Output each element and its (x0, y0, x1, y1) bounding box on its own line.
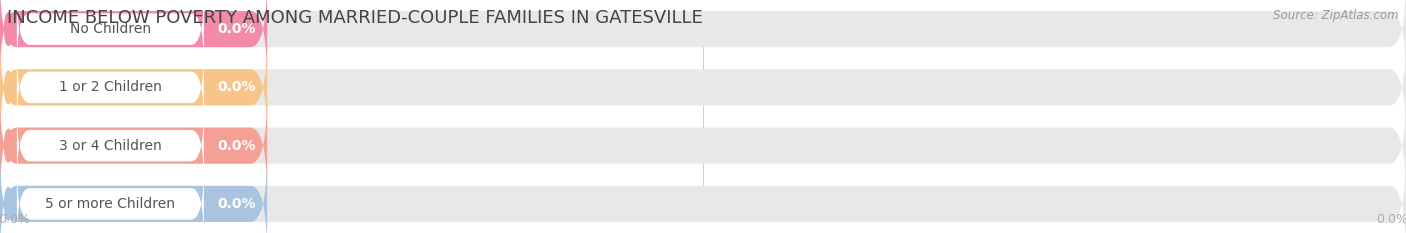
Circle shape (4, 188, 13, 220)
FancyBboxPatch shape (0, 152, 1406, 233)
Text: No Children: No Children (70, 22, 150, 36)
Circle shape (4, 71, 13, 104)
Text: 0.0%: 0.0% (218, 139, 256, 153)
Text: 3 or 4 Children: 3 or 4 Children (59, 139, 162, 153)
Circle shape (4, 13, 13, 45)
FancyBboxPatch shape (0, 0, 1406, 81)
Circle shape (4, 129, 13, 162)
Text: 0.0%: 0.0% (0, 212, 30, 226)
Text: 0.0%: 0.0% (1376, 212, 1406, 226)
Text: 0.0%: 0.0% (218, 22, 256, 36)
FancyBboxPatch shape (0, 36, 267, 139)
Text: Source: ZipAtlas.com: Source: ZipAtlas.com (1274, 9, 1399, 22)
Text: 0.0%: 0.0% (218, 80, 256, 94)
FancyBboxPatch shape (17, 167, 204, 233)
FancyBboxPatch shape (17, 51, 204, 124)
Text: 0.0%: 0.0% (218, 197, 256, 211)
FancyBboxPatch shape (17, 109, 204, 182)
Text: INCOME BELOW POVERTY AMONG MARRIED-COUPLE FAMILIES IN GATESVILLE: INCOME BELOW POVERTY AMONG MARRIED-COUPL… (7, 9, 703, 27)
FancyBboxPatch shape (0, 94, 267, 197)
FancyBboxPatch shape (0, 0, 267, 81)
FancyBboxPatch shape (17, 0, 204, 66)
FancyBboxPatch shape (0, 36, 1406, 139)
FancyBboxPatch shape (0, 152, 267, 233)
Text: 1 or 2 Children: 1 or 2 Children (59, 80, 162, 94)
Text: 5 or more Children: 5 or more Children (45, 197, 176, 211)
FancyBboxPatch shape (0, 94, 1406, 197)
